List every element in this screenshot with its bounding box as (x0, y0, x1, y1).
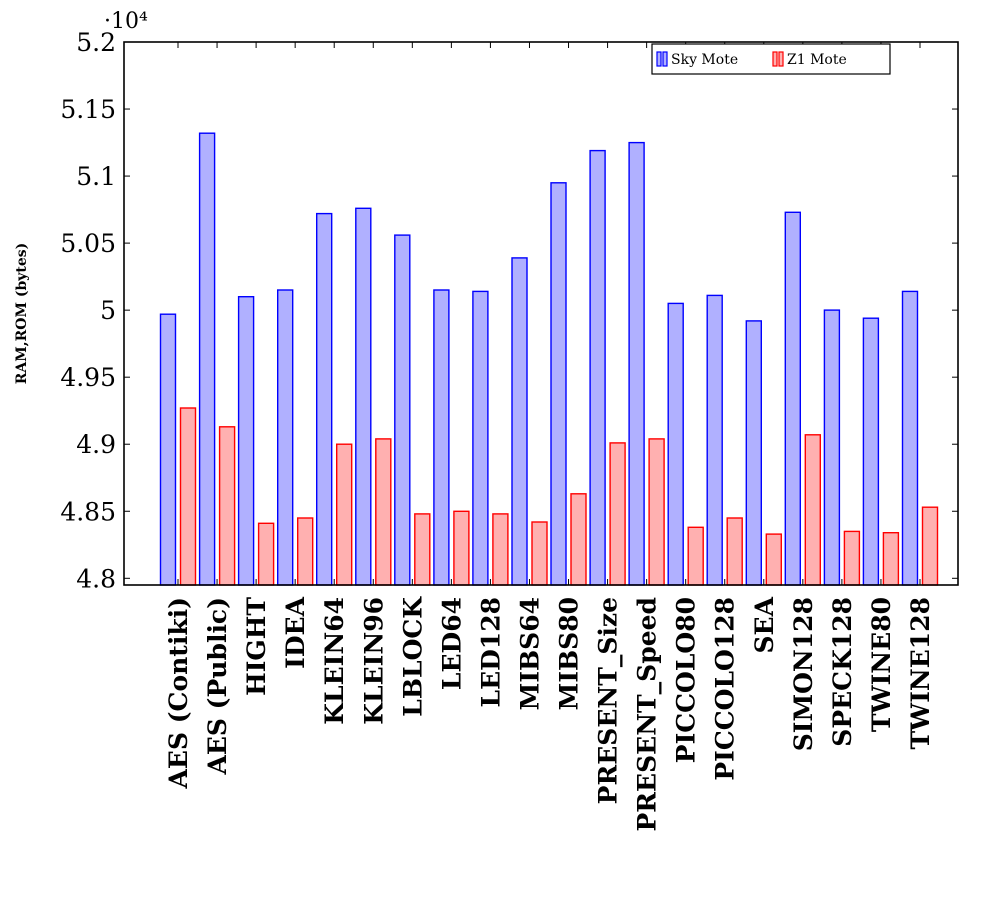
x-category-label: SPECK128 (828, 597, 857, 747)
x-category-label: MIBS64 (515, 597, 544, 710)
bar-sky-mote-10 (511, 257, 528, 586)
y-tick-label: 4.95 (60, 363, 116, 392)
x-category-label: LED128 (476, 597, 505, 708)
x-category-label: IDEA (281, 596, 310, 668)
bar-sky-mote-5 (316, 212, 333, 586)
bar-z1-mote-10 (531, 521, 548, 586)
bar-z1-mote-14 (687, 526, 704, 586)
y-tick-label: 4.85 (60, 497, 116, 526)
bar-z1-mote-2 (218, 426, 236, 586)
legend-box (651, 43, 891, 75)
bar-sky-mote-20 (901, 290, 919, 586)
x-axis: AES (Contiki) AES (Public) HIGHT IDEA KLEIN6… (164, 42, 935, 832)
bar-sky-mote-12 (589, 149, 606, 586)
bar-z1-mote-12 (609, 442, 626, 586)
bar-sky-mote-9 (472, 290, 489, 586)
bar-z1-mote-5 (336, 443, 353, 586)
bar-z1-mote-13 (648, 438, 665, 586)
x-category-label: TWINE80 (867, 597, 896, 732)
x-category-label: PICCOLO80 (672, 597, 701, 763)
y-tick-label: 5.2 (76, 28, 116, 57)
bar-z1-mote-3 (257, 522, 275, 586)
y-axis: 4.8 4.85 4.9 4.95 5 5.05 5.1 5.15 5.2 (60, 28, 958, 593)
bar-z1-mote-9 (492, 513, 509, 586)
bar-sky-mote-8 (433, 289, 450, 586)
x-category-label: PRESENT_Speed (633, 597, 662, 832)
bar-sky-mote-1 (159, 313, 177, 586)
x-category-label: PICCOLO128 (711, 597, 740, 781)
bar-sky-mote-19 (862, 317, 880, 586)
y-axis-multiplier: ·10⁴ (104, 9, 148, 34)
bar-sky-mote-4 (277, 289, 294, 586)
bar-sky-mote-17 (784, 211, 801, 586)
bar-sky-mote-14 (667, 302, 684, 586)
legend-swatch (778, 51, 784, 67)
bars-group (159, 132, 939, 586)
x-category-label: AES (Public) (203, 597, 232, 776)
y-tick-label: 5 (100, 296, 116, 325)
bar-sky-mote-15 (706, 294, 723, 586)
bar-z1-mote-7 (414, 513, 431, 586)
legend-swatch (662, 51, 668, 67)
x-category-label: KLEIN64 (320, 597, 349, 725)
bar-z1-mote-8 (453, 510, 470, 586)
bar-z1-mote-4 (297, 517, 314, 586)
y-tick-label: 5.05 (60, 229, 116, 258)
y-tick-label: 5.1 (76, 162, 116, 191)
x-category-label: TWINE128 (906, 597, 935, 749)
bar-sky-mote-7 (394, 234, 411, 586)
y-tick-label: 4.8 (76, 564, 116, 593)
x-category-label: MIBS80 (555, 597, 584, 710)
bar-sky-mote-13 (628, 141, 645, 586)
bar-sky-mote-2 (198, 132, 216, 586)
legend: Sky Mote Z1 Mote (651, 43, 891, 75)
y-axis-title: RAM,ROM (bytes) (14, 243, 30, 385)
y-tick-label: 4.9 (76, 430, 116, 459)
x-category-label: LBLOCK (398, 596, 427, 717)
bar-z1-mote-20 (921, 506, 939, 586)
bar-z1-mote-19 (882, 532, 900, 586)
bar-z1-mote-15 (726, 517, 743, 586)
bar-sky-mote-16 (745, 320, 762, 586)
legend-swatch (656, 51, 662, 67)
bar-sky-mote-11 (550, 182, 567, 586)
bar-z1-mote-16 (765, 533, 782, 586)
legend-label: Sky Mote (671, 52, 738, 68)
bar-z1-mote-11 (570, 493, 587, 586)
bar-z1-mote-1 (179, 407, 197, 586)
x-category-label: KLEIN96 (359, 597, 388, 725)
x-category-label: PRESENT_Size (594, 597, 623, 804)
legend-swatch (772, 51, 778, 67)
bar-z1-mote-6 (375, 438, 392, 586)
bar-sky-mote-6 (355, 207, 372, 586)
bar-sky-mote-3 (237, 296, 255, 586)
x-category-label: HIGHT (242, 597, 271, 696)
y-tick-label: 5.15 (60, 95, 116, 124)
x-category-label: SIMON128 (789, 597, 818, 751)
x-category-label: AES (Contiki) (164, 597, 193, 789)
bar-sky-mote-18 (823, 309, 841, 586)
bar-z1-mote-17 (804, 434, 821, 586)
x-category-label: LED64 (437, 597, 466, 690)
legend-label: Z1 Mote (787, 52, 847, 68)
bar-z1-mote-18 (843, 530, 861, 586)
x-category-label: SEA (750, 596, 779, 653)
plot-frame (123, 41, 959, 586)
